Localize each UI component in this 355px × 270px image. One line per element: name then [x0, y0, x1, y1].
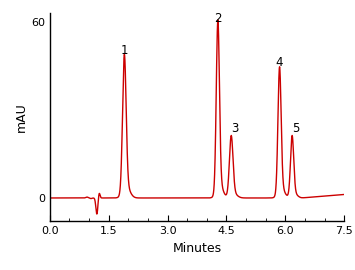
X-axis label: Minutes: Minutes [173, 242, 222, 255]
Text: 3: 3 [231, 122, 239, 135]
Text: 5: 5 [292, 122, 299, 135]
Y-axis label: mAU: mAU [15, 103, 28, 132]
Text: 2: 2 [214, 12, 222, 25]
Text: 1: 1 [121, 45, 128, 58]
Text: 4: 4 [276, 56, 283, 69]
